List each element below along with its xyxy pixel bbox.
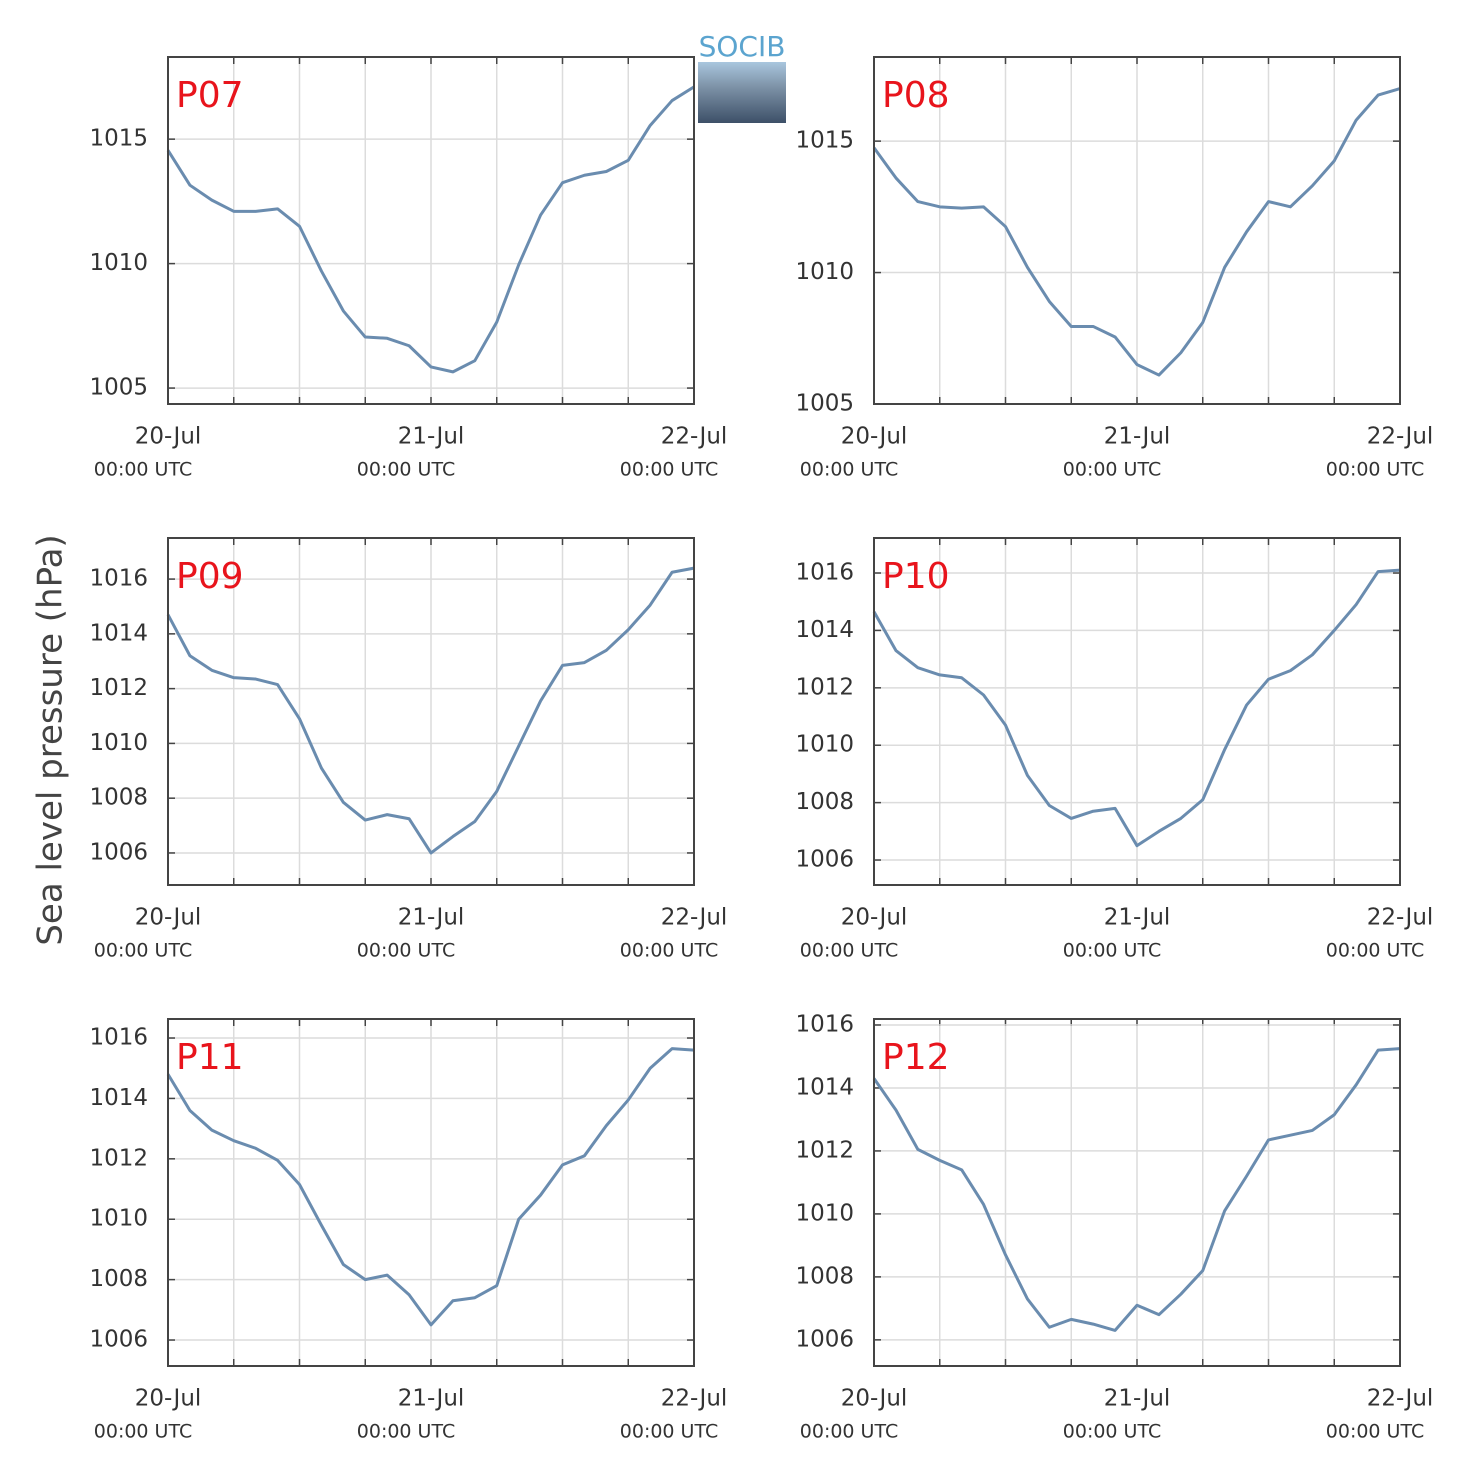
y-tick-label: 1005	[795, 391, 854, 417]
panel-title: P08	[882, 75, 950, 116]
plot-frame	[167, 56, 695, 405]
y-tick-label: 1012	[795, 1137, 854, 1163]
x-tick-sublabel: 00:00 UTC	[94, 459, 192, 481]
x-tick-sublabel: 00:00 UTC	[1326, 459, 1424, 481]
panel-title: P09	[176, 556, 244, 597]
x-tick-label: 22-Jul	[661, 424, 728, 450]
plot-frame	[167, 537, 695, 886]
pressure-line	[166, 566, 695, 855]
y-tick-label: 1010	[89, 730, 148, 756]
plot-frame	[873, 1018, 1401, 1367]
x-tick-sublabel: 00:00 UTC	[357, 940, 455, 962]
x-tick-label: 20-Jul	[841, 424, 908, 450]
y-tick-label: 1012	[89, 675, 148, 701]
plot-frame	[873, 537, 1401, 886]
y-tick-label: 1012	[795, 674, 854, 700]
y-tick-label: 1010	[795, 259, 854, 285]
logo: SOCIB	[699, 30, 786, 63]
panel-title: P07	[176, 75, 244, 116]
y-axis-label: Sea level pressure (hPa)	[31, 534, 71, 945]
x-tick-label: 20-Jul	[841, 905, 908, 931]
y-tick-label: 1006	[89, 1327, 148, 1353]
x-tick-label: 22-Jul	[661, 905, 728, 931]
y-tick-label: 1010	[89, 250, 148, 276]
x-tick-label: 21-Jul	[398, 424, 465, 450]
x-tick-sublabel: 00:00 UTC	[800, 1421, 898, 1443]
x-tick-label: 22-Jul	[1367, 424, 1434, 450]
x-tick-sublabel: 00:00 UTC	[357, 1421, 455, 1443]
panel-title: P11	[176, 1037, 244, 1078]
logo-graphic	[698, 62, 786, 123]
y-tick-label: 1015	[89, 126, 148, 152]
x-tick-sublabel: 00:00 UTC	[1063, 459, 1161, 481]
x-tick-label: 22-Jul	[1367, 1386, 1434, 1412]
x-tick-sublabel: 00:00 UTC	[94, 1421, 192, 1443]
y-tick-label: 1016	[89, 1025, 148, 1051]
y-tick-label: 1014	[89, 1085, 148, 1111]
panel-title: P12	[882, 1037, 950, 1078]
x-tick-label: 21-Jul	[398, 1386, 465, 1412]
y-tick-label: 1010	[89, 1206, 148, 1232]
x-tick-label: 22-Jul	[1367, 905, 1434, 931]
pressure-line	[872, 87, 1401, 377]
x-tick-sublabel: 00:00 UTC	[1063, 940, 1161, 962]
y-tick-label: 1014	[795, 1074, 854, 1100]
y-tick-label: 1005	[89, 375, 148, 401]
x-tick-label: 20-Jul	[135, 424, 202, 450]
y-tick-label: 1012	[89, 1145, 148, 1171]
y-tick-label: 1008	[89, 1266, 148, 1292]
y-tick-label: 1010	[795, 1200, 854, 1226]
plot-frame	[873, 56, 1401, 405]
pressure-line	[166, 85, 695, 374]
x-tick-label: 22-Jul	[661, 1386, 728, 1412]
pressure-line	[872, 1047, 1401, 1332]
x-tick-sublabel: 00:00 UTC	[1326, 1421, 1424, 1443]
x-tick-label: 21-Jul	[1104, 905, 1171, 931]
y-tick-label: 1008	[89, 785, 148, 811]
x-tick-label: 20-Jul	[135, 905, 202, 931]
y-tick-label: 1016	[89, 566, 148, 592]
x-tick-label: 21-Jul	[1104, 424, 1171, 450]
y-tick-label: 1006	[795, 1326, 854, 1352]
y-tick-label: 1016	[795, 1011, 854, 1037]
y-tick-label: 1014	[89, 620, 148, 646]
y-tick-label: 1016	[795, 560, 854, 586]
y-tick-label: 1014	[795, 617, 854, 643]
panel-title: P10	[882, 556, 950, 597]
y-tick-label: 1010	[795, 732, 854, 758]
x-tick-sublabel: 00:00 UTC	[1326, 940, 1424, 962]
x-tick-sublabel: 00:00 UTC	[620, 459, 718, 481]
x-tick-sublabel: 00:00 UTC	[357, 459, 455, 481]
x-tick-label: 21-Jul	[1104, 1386, 1171, 1412]
pressure-line	[872, 568, 1401, 848]
x-tick-label: 20-Jul	[841, 1386, 908, 1412]
x-tick-sublabel: 00:00 UTC	[620, 940, 718, 962]
y-tick-label: 1015	[795, 128, 854, 154]
y-tick-label: 1008	[795, 1263, 854, 1289]
y-tick-label: 1008	[795, 789, 854, 815]
y-tick-label: 1006	[795, 847, 854, 873]
x-tick-label: 20-Jul	[135, 1386, 202, 1412]
x-tick-label: 21-Jul	[398, 905, 465, 931]
plot-frame	[167, 1018, 695, 1367]
x-tick-sublabel: 00:00 UTC	[800, 459, 898, 481]
x-tick-sublabel: 00:00 UTC	[1063, 1421, 1161, 1443]
x-tick-sublabel: 00:00 UTC	[620, 1421, 718, 1443]
pressure-line	[166, 1047, 695, 1327]
x-tick-sublabel: 00:00 UTC	[94, 940, 192, 962]
y-tick-label: 1006	[89, 839, 148, 865]
x-tick-sublabel: 00:00 UTC	[800, 940, 898, 962]
